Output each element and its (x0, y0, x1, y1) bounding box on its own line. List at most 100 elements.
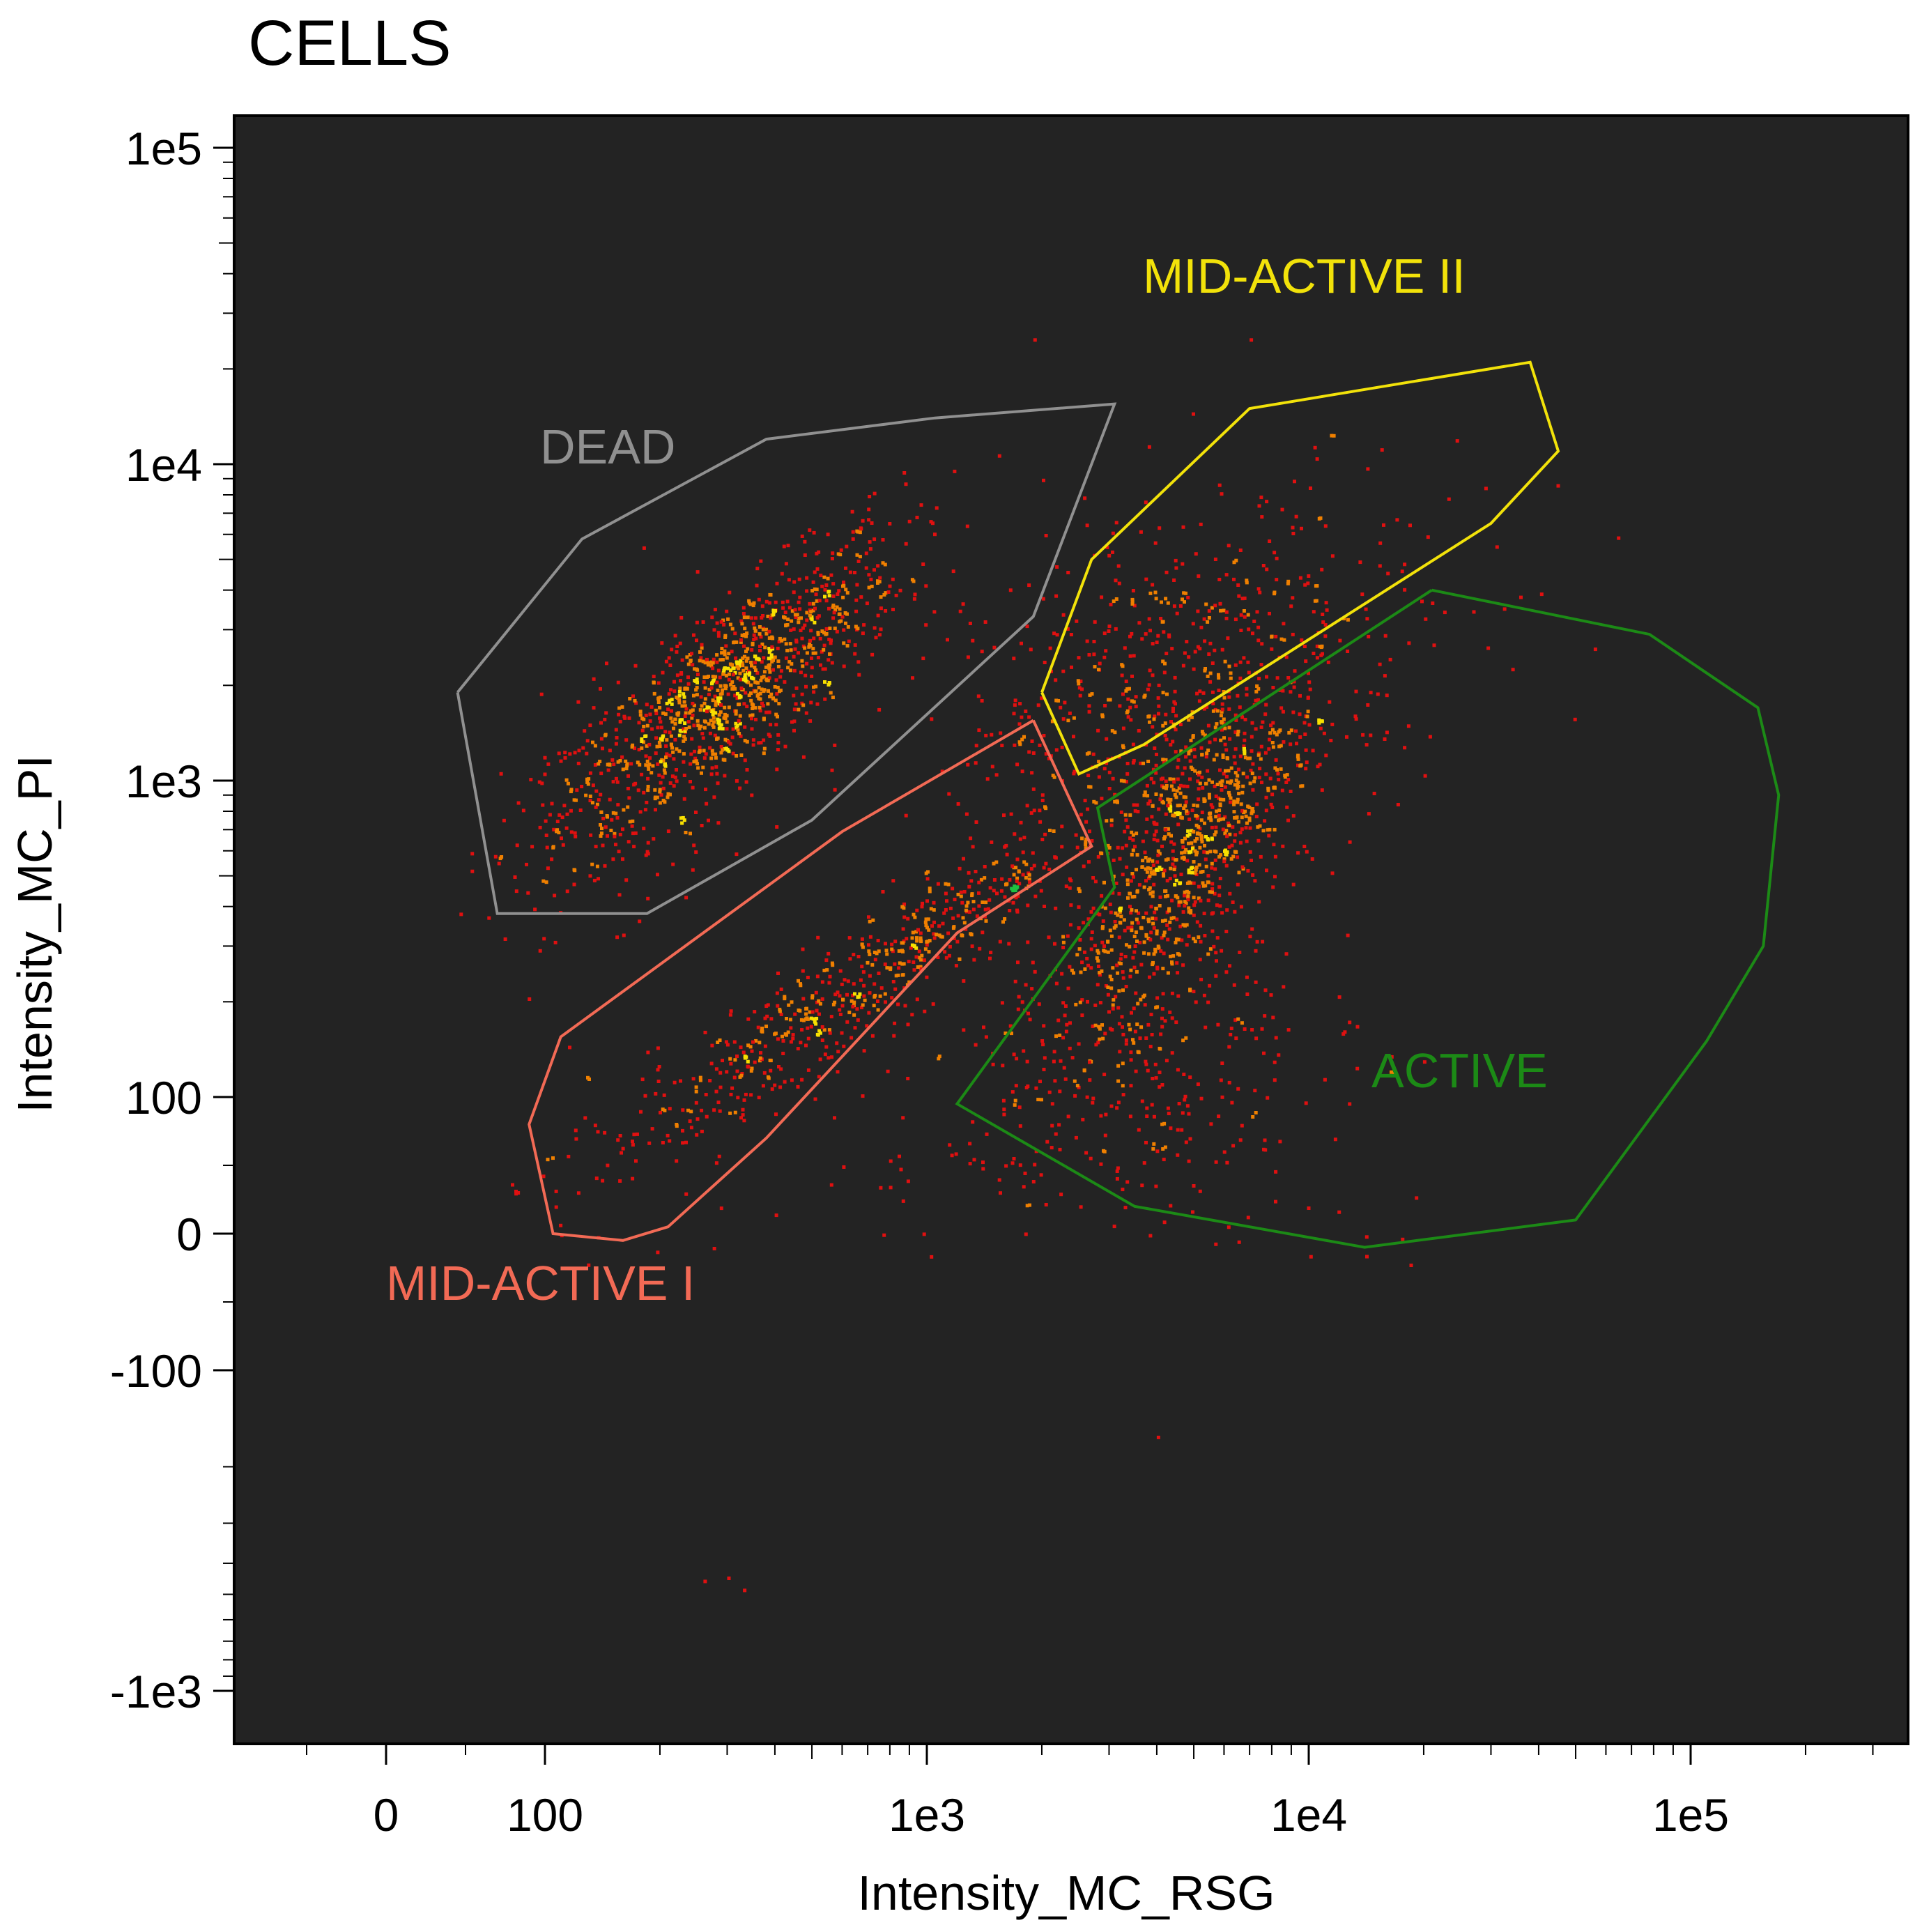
data-point (1234, 718, 1238, 722)
data-point (690, 716, 694, 720)
data-point (962, 1028, 966, 1032)
data-point (1022, 1185, 1026, 1189)
data-point (1047, 867, 1052, 871)
data-point (716, 696, 720, 700)
data-point (816, 632, 820, 636)
data-point (1003, 895, 1007, 899)
data-point (1117, 935, 1121, 940)
data-point (1162, 933, 1166, 937)
data-point (856, 559, 861, 563)
data-point (787, 1003, 791, 1007)
data-point (1176, 777, 1180, 781)
data-point (843, 978, 847, 982)
data-point (691, 701, 695, 705)
data-point (998, 940, 1002, 944)
data-point (804, 1043, 808, 1048)
data-point (811, 1017, 815, 1021)
data-point (592, 878, 597, 882)
data-point (1367, 812, 1371, 816)
data-point (573, 751, 577, 755)
data-point (728, 1057, 732, 1061)
data-point (499, 772, 503, 776)
data-point (884, 609, 888, 613)
data-point (1130, 908, 1134, 912)
data-point (703, 686, 707, 690)
data-point (1314, 599, 1319, 603)
data-point (1164, 652, 1169, 656)
data-point (714, 675, 718, 679)
data-point (621, 827, 624, 831)
data-point (1198, 845, 1202, 850)
data-point (1231, 1144, 1236, 1148)
data-point (711, 698, 715, 703)
data-point (1227, 821, 1230, 825)
data-point (653, 795, 657, 799)
data-point (1383, 674, 1387, 678)
data-point (858, 530, 862, 535)
data-point (1264, 703, 1268, 707)
data-point (884, 942, 887, 946)
data-point (658, 790, 662, 794)
data-point (1343, 1030, 1347, 1034)
data-point (704, 1093, 708, 1096)
data-point (827, 606, 831, 611)
data-point (1236, 693, 1240, 698)
data-point (707, 818, 710, 822)
data-point (1178, 604, 1183, 608)
data-point (1125, 1180, 1130, 1184)
data-point (1164, 712, 1168, 716)
data-point (705, 705, 709, 710)
data-point (1251, 873, 1255, 877)
data-point (781, 1034, 784, 1038)
data-point (1111, 776, 1115, 781)
data-point (618, 1179, 622, 1183)
data-point (1162, 785, 1166, 790)
data-point (1144, 911, 1148, 915)
data-point (658, 705, 662, 710)
data-point (1224, 848, 1227, 852)
data-point (783, 744, 787, 749)
data-point (1215, 903, 1219, 907)
data-point (806, 1036, 810, 1041)
data-point (1098, 971, 1102, 975)
data-point (1061, 717, 1066, 721)
data-point (1256, 698, 1260, 702)
data-point (1060, 745, 1064, 749)
data-point (974, 744, 978, 748)
data-point (774, 678, 778, 682)
data-point (1069, 903, 1073, 907)
data-point (814, 990, 818, 995)
data-point (610, 758, 615, 762)
data-point (1134, 695, 1138, 699)
data-point (974, 870, 978, 873)
data-point (664, 659, 668, 664)
data-point (712, 657, 716, 661)
data-point (711, 752, 715, 756)
data-point (672, 689, 677, 693)
data-point (803, 539, 807, 544)
data-point (1217, 483, 1222, 487)
data-point (852, 1000, 856, 1004)
data-point (1360, 592, 1364, 597)
data-point (1139, 1025, 1144, 1029)
data-point (964, 908, 968, 912)
data-point (1224, 769, 1227, 773)
data-point (1164, 570, 1169, 574)
data-point (1263, 751, 1268, 755)
data-point (1185, 943, 1189, 947)
data-point (1146, 802, 1151, 806)
data-point (784, 562, 788, 566)
data-point (640, 728, 645, 733)
data-point (1443, 611, 1447, 615)
data-point (1199, 522, 1203, 526)
data-point (925, 899, 929, 903)
data-point (1135, 831, 1139, 836)
data-point (805, 589, 809, 593)
data-point (808, 643, 812, 647)
data-point (538, 949, 542, 953)
data-point (1236, 800, 1240, 804)
data-point (1256, 587, 1261, 591)
data-point (800, 1078, 804, 1082)
data-point (1076, 679, 1080, 683)
data-point (749, 698, 753, 703)
